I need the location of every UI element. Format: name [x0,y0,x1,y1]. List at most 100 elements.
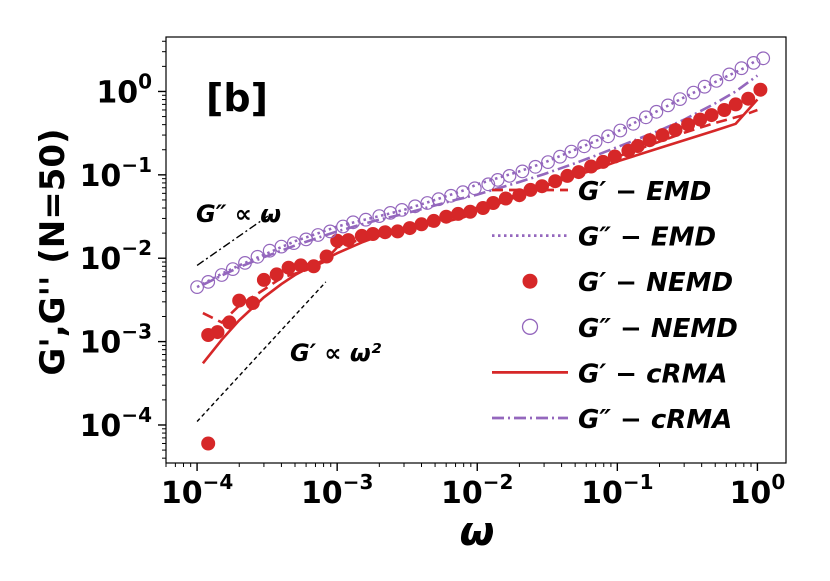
gp-nemd-point [693,112,708,127]
x-tick-label: 100 [730,470,786,511]
gp-nemd-point [256,272,271,287]
gp-nemd-point [414,217,429,232]
gpp-nemd-point [639,110,653,125]
gp-nemd-point [753,82,768,97]
gpp-nemd-point [481,177,496,192]
gp-nemd-point [402,221,417,236]
gp-nemd-point [741,91,756,106]
gp-nemd-point [630,139,645,153]
y-tick-label-base: 10 [80,326,122,361]
gpp-nemd-point [286,236,301,251]
y-tick-label-exponent: 0 [138,69,152,93]
y-tick-label: 10−1 [80,153,152,194]
gp-nemd-point [201,436,216,451]
gpp-nemd-point [299,232,314,247]
gp-nemd-point [365,227,380,241]
gpp-nemd-point [431,192,446,207]
gpp-nemd-point [577,139,592,154]
legend: G′ − EMD G″ − EMD G′ − NEMD G″ − NEMD G′ − c… [492,177,738,435]
annotation-gp-label: G′ ∝ ω² [290,339,382,367]
gp-nemd-point [463,204,478,219]
gpp-nemd-point [673,92,687,106]
gpp-nemd-point [722,67,737,82]
x-tick-label-base: 10 [581,476,623,511]
gpp-nemd-point [564,144,579,159]
gp-nemd-point [390,224,405,239]
gpp-nemd-point [502,168,517,183]
x-tick-label: 10−1 [581,470,653,511]
gpp-nemd-point [756,51,771,66]
x-tick-label-exponent: −3 [343,470,374,494]
gp-nemd-point [210,325,225,340]
y-tick-label: 100 [96,69,152,110]
annotation-gpp-label: G″ ∝ ω [196,200,281,228]
gpp-nemd-point [274,239,289,254]
series-markers [190,51,771,451]
gp-nemd-point [498,191,513,206]
gpp-nemd-point [553,149,567,164]
gpp-nemd-point [395,202,409,217]
y-tick-label: 10−3 [80,320,152,361]
y-tick-label-exponent: −2 [121,236,152,260]
gp-nemd-point [512,188,527,203]
panel-label: [b] [206,76,268,120]
gp-nemd-point [354,228,369,243]
gp-nemd-point [571,165,586,180]
gpp-nemd-point [649,104,664,119]
legend-label: G″ − EMD [578,223,716,253]
gp-nemd-point [655,128,670,143]
guide-lines [196,215,327,423]
gp-nemd-point [451,206,466,221]
y-axis-title: G',G'' (N=50) [33,128,73,375]
x-tick-label-exponent: −4 [203,470,234,494]
gp-nemd-point [245,296,260,310]
gpp-nemd-point [456,185,470,200]
y-tick-label-base: 10 [80,242,122,277]
legend-label: G″ − NEMD [578,314,738,344]
gp-nemd-point [426,213,441,228]
gpp-nemd-point [601,129,615,144]
gpp-nemd-point [541,155,555,170]
legend-marker [521,318,539,335]
gp-nemd-point [548,174,563,189]
guide-slope-1 [196,215,269,266]
x-tick-label: 10−2 [441,470,513,511]
gpp-nemd-point [214,268,229,282]
gp-nemd-point [281,260,296,275]
gp-nemd-point [728,97,743,112]
gp-nemd-point [341,233,356,248]
gpp-nemd-point [201,275,216,289]
gp-nemd-point [668,123,683,137]
gp-nemd-point [378,225,393,240]
gp-nemd-point [222,315,237,330]
y-tick-label-exponent: −1 [121,153,152,177]
gp-nemd-point [486,196,501,210]
gp-nemd-point [439,209,454,224]
gpp-nemd-point [709,73,724,88]
x-tick-label-base: 10 [301,476,343,511]
gpp-nemd-point [250,249,265,264]
x-tick-label-exponent: −2 [483,470,514,494]
gp-nemd-point [584,159,599,174]
x-tick-label-base: 10 [441,476,483,511]
x-tick-label-exponent: −1 [623,470,654,494]
y-tick-label-base: 10 [96,75,138,110]
x-axis-title: ω [460,509,495,555]
gpp-nemd-point [734,61,749,76]
gpp-nemd-point [613,123,628,138]
gpp-nemd-point [697,79,712,94]
gpp-nemd-point [661,98,675,113]
y-tick-label-base: 10 [80,409,122,444]
gpp-nemd-point [528,159,543,174]
gp-nemd-point [681,117,696,132]
guide-slope-2 [196,281,327,423]
y-tick-label: 10−2 [80,236,152,277]
gp-nemd-point [293,258,308,273]
gpp-nemd-point [467,181,482,196]
y-tick-label-exponent: −3 [121,320,152,344]
series-line-g-emd [196,58,759,289]
legend-marker [522,273,538,289]
plot-frame [165,36,787,464]
